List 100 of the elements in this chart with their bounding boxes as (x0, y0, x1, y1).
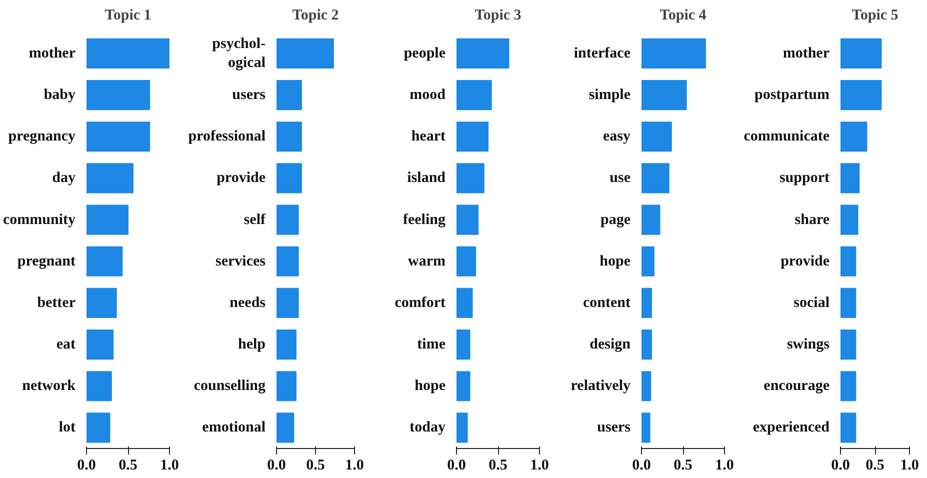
bar (642, 122, 672, 152)
bar (840, 246, 856, 276)
bar (86, 329, 114, 360)
y-tick-label: warm (408, 253, 446, 270)
bar (276, 163, 302, 194)
y-tick-label: community (3, 212, 76, 228)
chart-title: Topic 1 (104, 8, 152, 24)
chart-title: Topic 2 (292, 8, 339, 24)
y-tick-label: content (583, 294, 631, 311)
y-tick-label: today (410, 420, 446, 436)
y-tick-label: counselling (194, 378, 266, 394)
y-tick-label: heart (411, 128, 446, 145)
bar (86, 122, 150, 152)
bar (86, 288, 117, 318)
y-tick-label: encourage (764, 378, 830, 394)
y-tick-label: time (417, 336, 446, 353)
x-tick-label: 0.5 (118, 458, 138, 474)
y-tick-label: professional (188, 128, 266, 145)
y-tick-label: island (407, 170, 446, 186)
y-tick-label: provide (780, 253, 830, 270)
y-tick-label: help (238, 336, 266, 353)
x-tick-label: 0.5 (306, 458, 325, 474)
y-tick-label: psychol- ogical (212, 36, 266, 72)
bar (276, 204, 299, 235)
bar (456, 412, 468, 443)
y-tick-label: users (232, 87, 266, 104)
bar (642, 371, 652, 402)
bar (456, 80, 492, 110)
bar (840, 38, 882, 69)
y-tick-label: support (779, 170, 830, 186)
bar (456, 246, 476, 276)
y-tick-label: mother (782, 45, 830, 62)
bar (456, 122, 489, 152)
bar (86, 412, 110, 443)
bar (276, 371, 296, 402)
bar (276, 329, 296, 360)
y-tick-label: use (610, 170, 631, 186)
y-tick-label: services (216, 253, 266, 270)
bar (456, 38, 510, 69)
bar (642, 288, 652, 318)
y-tick-label: comfort (394, 294, 446, 311)
y-tick-label: interface (574, 45, 631, 62)
bar (840, 122, 868, 152)
x-tick-label: 0.0 (831, 458, 850, 474)
x-tick-label: 0.0 (77, 458, 96, 474)
bar (456, 288, 473, 318)
bar (642, 163, 670, 194)
y-tick-label: postpartum (754, 87, 830, 104)
y-tick-label: simple (588, 87, 631, 104)
bar (840, 329, 856, 360)
bar (456, 163, 484, 194)
x-tick-label: 1.0 (345, 458, 364, 474)
bar (642, 38, 706, 69)
bar (276, 412, 294, 443)
x-tick-label: 0.5 (866, 458, 884, 474)
bar (86, 246, 123, 276)
y-tick-label: needs (230, 294, 266, 311)
bar (642, 204, 660, 235)
bar (840, 288, 856, 318)
y-tick-label: hope (414, 378, 446, 394)
y-tick-label: feeling (403, 212, 446, 228)
bar (642, 80, 687, 110)
x-tick-label: 0.0 (447, 458, 466, 474)
x-tick-label: 0.5 (674, 458, 692, 474)
bar (276, 246, 299, 276)
y-tick-label: mood (410, 87, 446, 104)
y-tick-label: communicate (744, 128, 830, 145)
y-tick-label: easy (603, 128, 631, 145)
bar (86, 371, 112, 402)
y-tick-label: share (794, 212, 830, 228)
bar (840, 163, 860, 194)
bar (276, 122, 302, 152)
y-tick-label: mother (28, 45, 76, 62)
y-tick-label: provide (216, 170, 266, 186)
y-tick-label: swings (786, 336, 830, 353)
bar (642, 412, 650, 443)
y-tick-label: better (37, 294, 76, 311)
y-tick-label: network (22, 378, 76, 394)
y-tick-label: day (52, 170, 76, 186)
bar (86, 163, 134, 194)
y-tick-label: pregnant (17, 253, 76, 270)
y-tick-label: emotional (202, 420, 266, 436)
y-tick-label: lot (58, 420, 76, 436)
y-tick-label: baby (44, 87, 76, 104)
x-tick-label: 0.0 (632, 458, 651, 474)
y-tick-label: social (794, 294, 830, 311)
bar (86, 204, 128, 235)
bar (840, 371, 856, 402)
x-tick-label: 1.0 (900, 458, 919, 474)
bar (642, 329, 652, 360)
y-tick-label: page (600, 212, 631, 228)
y-tick-label: relatively (570, 378, 631, 394)
chart-title: Topic 3 (474, 8, 522, 24)
y-tick-label: experienced (752, 420, 830, 436)
y-tick-label: self (244, 212, 267, 228)
x-tick-label: 1.0 (160, 458, 179, 474)
bar (642, 246, 654, 276)
bar (840, 204, 858, 235)
x-tick-label: 0.5 (488, 458, 508, 474)
bar (456, 371, 470, 402)
